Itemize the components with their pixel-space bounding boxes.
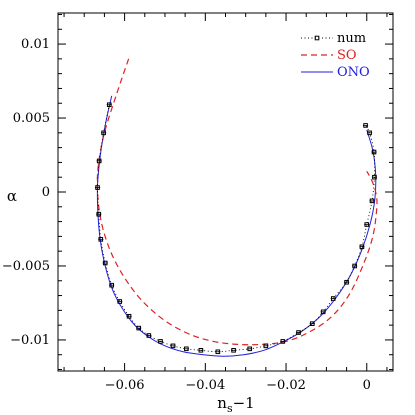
tick-labels: −0.06 −0.04 −0.02 0 0.01 0.005 0 −0.005 −0.01	[2, 37, 371, 393]
legend-label-so: SO	[337, 48, 357, 63]
legend-label-ono: ONO	[337, 65, 370, 80]
series-line-ono	[96, 95, 377, 357]
plot-area	[94, 58, 378, 357]
plot-frame	[57, 12, 394, 372]
y-tick-label: −0.005	[2, 259, 50, 274]
legend-label-num: num	[337, 31, 366, 46]
legend: num SO ONO	[301, 31, 370, 80]
series-line-num	[97, 104, 376, 353]
y-tick-label: 0	[42, 185, 50, 200]
x-axis-label: ns−1	[217, 394, 254, 415]
y-tick-label: 0.01	[21, 37, 50, 52]
axis-ticks	[58, 13, 393, 371]
x-tick-label: −0.06	[105, 378, 145, 393]
y-tick-label: 0.005	[13, 111, 50, 126]
y-axis-label: α	[7, 187, 17, 205]
series-line-so	[96, 58, 378, 346]
legend-marker	[314, 35, 320, 41]
x-tick-label: −0.02	[266, 378, 306, 393]
y-tick-label: −0.01	[10, 333, 50, 348]
x-tick-label: −0.04	[185, 378, 225, 393]
x-tick-label: 0	[363, 378, 371, 393]
